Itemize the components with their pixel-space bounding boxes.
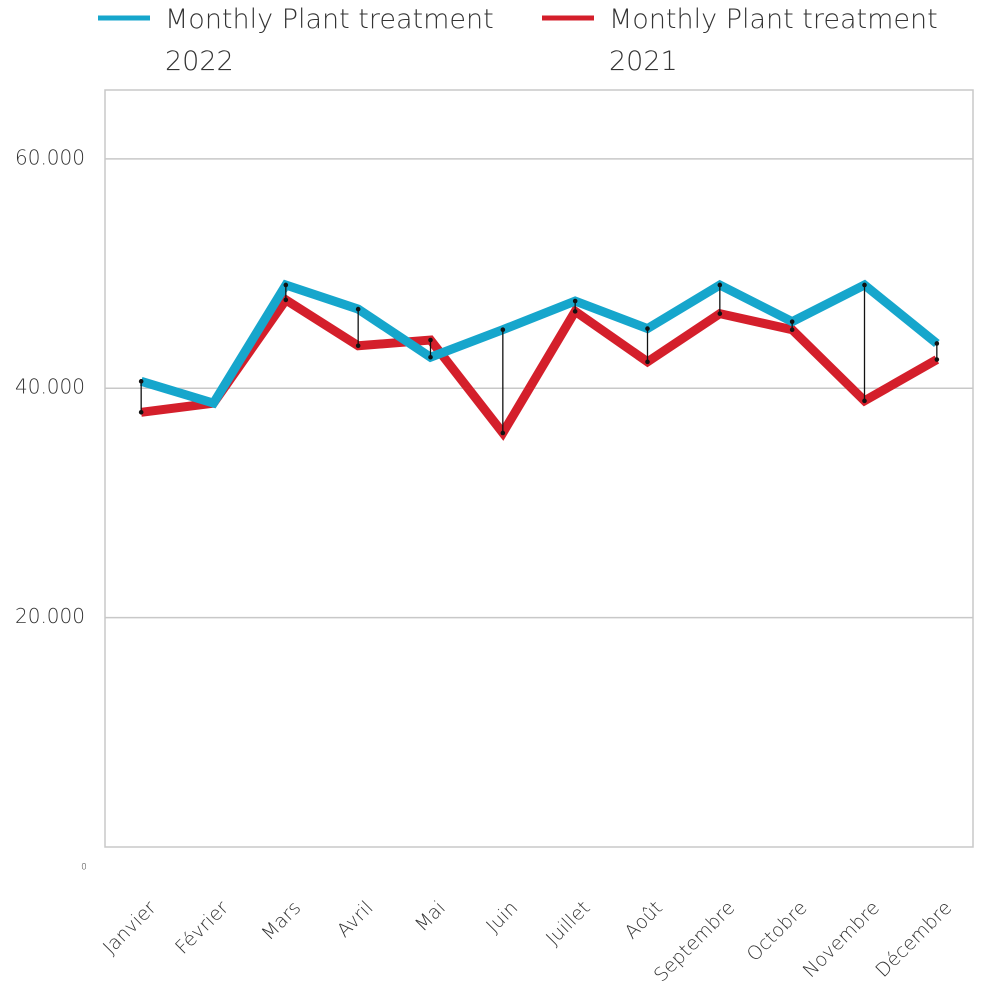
x-tick-label: Novembre bbox=[799, 897, 884, 982]
difference-dot bbox=[789, 319, 795, 324]
line-series bbox=[140, 293, 940, 441]
line-series bbox=[139, 279, 940, 409]
plot-frame bbox=[104, 89, 974, 848]
difference-dot bbox=[645, 326, 650, 331]
difference-dot bbox=[138, 409, 144, 415]
x-tick-label: Mai bbox=[411, 897, 450, 936]
difference-dot bbox=[789, 327, 795, 333]
difference-dot bbox=[862, 398, 867, 404]
difference-dot bbox=[355, 343, 361, 349]
difference-dot bbox=[862, 282, 867, 288]
difference-dot bbox=[717, 282, 723, 288]
y-tick-label: 0 bbox=[81, 863, 87, 873]
difference-dot bbox=[717, 311, 723, 316]
y-tick-label: 20.000 bbox=[15, 604, 85, 628]
legend-label: Monthly Plant treatment 2021 bbox=[609, 4, 938, 77]
difference-dot bbox=[283, 297, 289, 303]
x-tick-label: Juin bbox=[482, 897, 522, 937]
legend-label: Monthly Plant treatment 2022 bbox=[165, 4, 494, 77]
x-tick-label: Octobre bbox=[743, 897, 812, 966]
difference-dot bbox=[934, 357, 940, 362]
x-tick-label: Février bbox=[171, 897, 233, 959]
difference-dot bbox=[355, 306, 361, 312]
difference-dot bbox=[934, 341, 940, 346]
difference-dot bbox=[645, 359, 650, 365]
y-tick-label: 40.000 bbox=[15, 375, 85, 399]
legend: Monthly Plant treatment 2022 Monthly Plant… bbox=[98, 4, 938, 77]
difference-dot bbox=[428, 354, 433, 360]
x-tick-label: Juillet bbox=[542, 897, 595, 950]
x-tick-label: Janvier bbox=[99, 897, 161, 959]
difference-dot bbox=[500, 430, 506, 436]
x-tick-label: Avril bbox=[333, 897, 378, 942]
x-tick-label: Août bbox=[620, 897, 667, 944]
difference-dot bbox=[428, 337, 433, 343]
y-tick-label: 60.000 bbox=[15, 145, 85, 169]
x-tick-label: Décembre bbox=[871, 897, 956, 982]
difference-dot bbox=[138, 379, 144, 384]
difference-dot bbox=[500, 327, 506, 333]
x-tick-label: Mars bbox=[257, 897, 305, 945]
difference-dot bbox=[572, 309, 578, 314]
difference-dot bbox=[283, 282, 289, 288]
difference-dot bbox=[572, 298, 578, 304]
